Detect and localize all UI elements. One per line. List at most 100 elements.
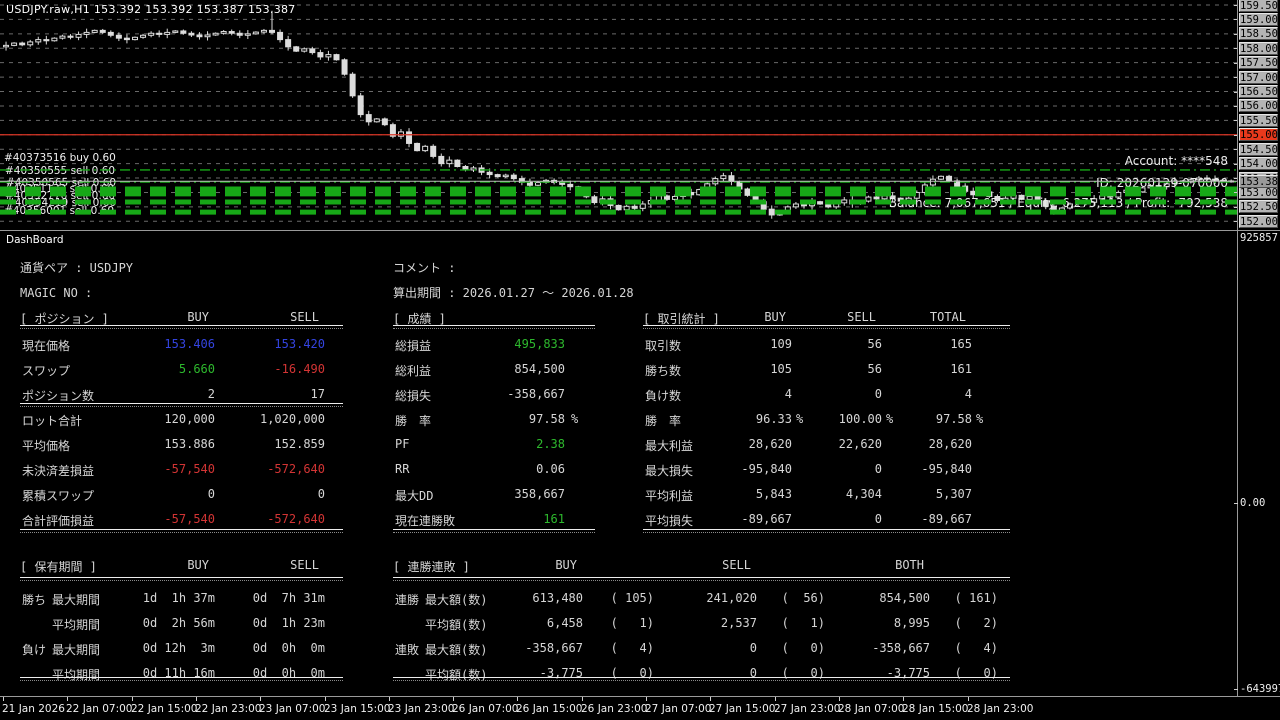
sub-scale-mid-tick: [1234, 503, 1238, 504]
candle-body: [962, 185, 969, 192]
time-tick: [196, 697, 197, 701]
streak-row-group: 連勝: [395, 593, 420, 607]
time-axis-label: 26 Jan 07:00: [452, 703, 519, 715]
streak-count: ( 4): [610, 641, 654, 655]
streak-count: ( 56): [781, 591, 825, 605]
holding-bottom-line: [20, 677, 343, 681]
time-axis-label: 27 Jan 23:00: [774, 703, 841, 715]
candle-body: [115, 34, 122, 39]
candle-body: [67, 35, 74, 38]
streak-count: ( 0): [954, 666, 998, 680]
candle-body: [510, 174, 517, 180]
candle-body: [180, 30, 187, 34]
position-value: 0: [207, 487, 215, 501]
position-value: -572,640: [267, 462, 325, 476]
candle-body: [768, 208, 775, 216]
trade_stats-value: 4,304: [845, 487, 882, 501]
trade_stats-value: 0: [874, 387, 882, 401]
trade_stats-value-unit: %: [796, 412, 804, 426]
performance-row-label: 総損失: [395, 389, 432, 403]
streak-amount: -358,667: [525, 641, 583, 655]
holding-value: 0d 0h 0m: [252, 666, 325, 680]
streak-count: ( 0): [610, 666, 654, 680]
time-tick: [389, 697, 390, 701]
time-tick: [67, 697, 68, 701]
subwindow-separator[interactable]: [0, 230, 1280, 231]
candle-body: [881, 195, 888, 200]
time-axis-label: 23 Jan 23:00: [388, 703, 455, 715]
performance-value: 0.06: [536, 462, 565, 476]
candle-body: [502, 174, 509, 178]
candle-body: [833, 202, 840, 208]
position-row-separator: [20, 403, 343, 407]
candle-body: [849, 199, 856, 205]
candle-body: [277, 31, 284, 41]
performance-row-label: 総損益: [395, 339, 432, 353]
position-value: 0: [317, 487, 325, 501]
candle-body: [59, 35, 66, 39]
candle-body: [752, 194, 759, 203]
performance-value-unit: %: [571, 412, 579, 426]
performance-value: 97.58: [528, 412, 565, 426]
trade_stats-col-header: SELL: [847, 310, 876, 324]
comment-label: コメント :: [393, 261, 456, 275]
candle-body: [776, 210, 783, 216]
candle-body: [1123, 189, 1130, 193]
candle-body: [51, 37, 58, 42]
candle-body: [784, 206, 791, 212]
trade_stats-row-label: 勝 率: [645, 414, 682, 428]
position-value: 5.660: [178, 362, 215, 376]
candle-body: [293, 46, 300, 52]
performance-value: 2.38: [536, 437, 565, 451]
time-tick: [325, 697, 326, 701]
position-row-label: 累積スワップ: [22, 489, 95, 503]
position-value: -57,540: [164, 512, 215, 526]
streak-amount: 854,500: [879, 591, 930, 605]
candle-body: [663, 195, 670, 200]
price-tick: [1234, 192, 1238, 193]
candle-body: [1203, 177, 1210, 180]
trade_stats-value: 100.00: [838, 412, 882, 426]
performance-row-label: 総利益: [395, 364, 432, 378]
candle-body: [373, 118, 380, 123]
trade_stats-value: -95,840: [921, 462, 972, 476]
streak-amount: 0: [749, 666, 757, 680]
candle-body: [647, 200, 654, 205]
holding-row-label: 最大期間: [52, 593, 101, 607]
candle-body: [317, 52, 324, 58]
candle-body: [809, 201, 816, 207]
candle-body: [800, 203, 807, 207]
time-tick: [260, 697, 261, 701]
candle-body: [156, 32, 163, 35]
candle-body: [865, 196, 872, 202]
candle-body: [107, 31, 114, 36]
candle-body: [1131, 189, 1138, 193]
time-tick: [646, 697, 647, 701]
performance-row-label: RR: [395, 462, 410, 476]
candle-body: [591, 196, 598, 204]
position-value: -16.490: [274, 362, 325, 376]
performance-value: -358,667: [507, 387, 565, 401]
holding-col-header: BUY: [187, 558, 209, 572]
time-axis-label: 26 Jan 23:00: [581, 703, 648, 715]
candle-body: [220, 31, 227, 34]
candle-body: [454, 159, 461, 168]
holding-row-group: 負け: [22, 643, 47, 657]
order-label: #40350555 sell 0.60: [5, 165, 116, 177]
trade_stats-row-label: 負け数: [645, 389, 682, 403]
sub-scale-mid: 0.00: [1240, 497, 1266, 509]
magic-no-label: MAGIC NO :: [20, 286, 93, 300]
streak-count: ( 105): [610, 591, 654, 605]
candle-body: [639, 203, 646, 209]
candle-body: [252, 31, 259, 35]
candle-body: [929, 178, 936, 186]
candle-body: [559, 181, 566, 185]
holding-value: 0d 11h 16m: [142, 666, 215, 680]
candle-body: [599, 198, 606, 204]
trade_stats-value-unit: %: [976, 412, 984, 426]
price-tick: [1234, 164, 1238, 165]
candle-body: [1026, 195, 1033, 200]
candle-body: [188, 32, 195, 36]
time-tick: [968, 697, 969, 701]
position-value: 152.859: [274, 437, 325, 451]
